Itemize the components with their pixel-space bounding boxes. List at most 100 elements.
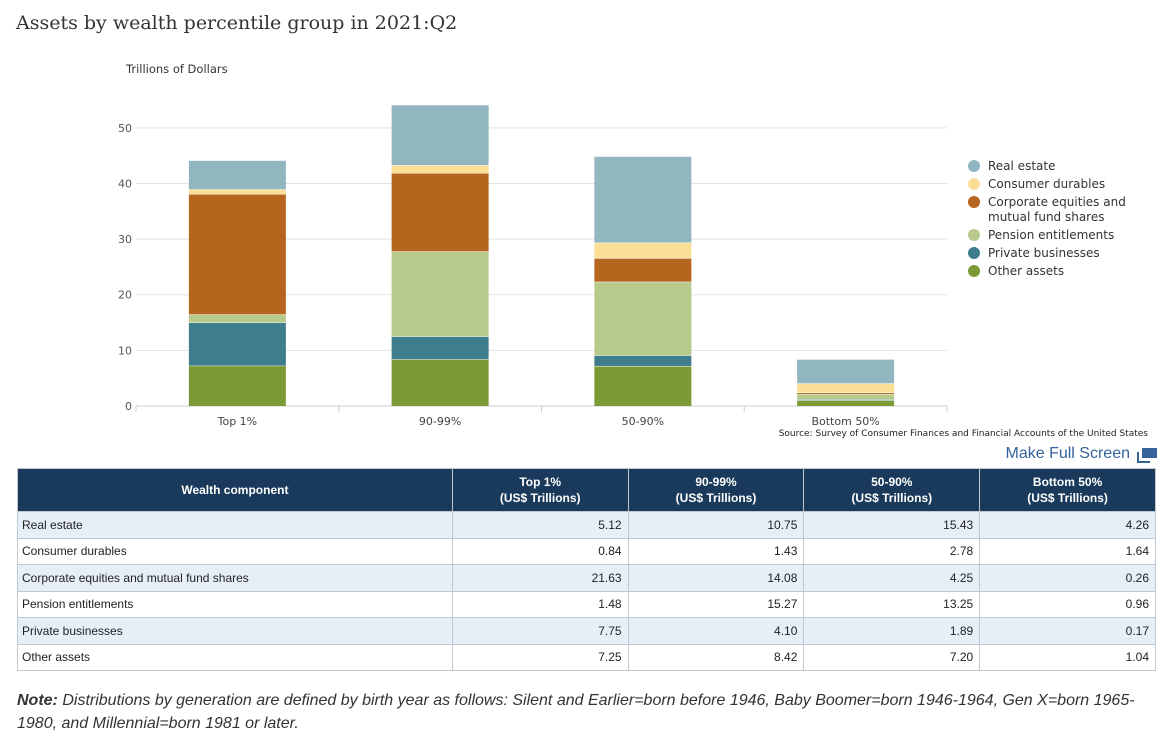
bar-segment <box>594 156 692 243</box>
bar-segment <box>188 314 286 323</box>
bar-segment <box>188 189 286 194</box>
legend-marker <box>968 265 980 277</box>
stacked-bar-chart: Trillions of Dollars 0 10 20 30 40 50 Top 1% 90-… <box>118 62 1126 428</box>
bar-segment <box>797 392 895 394</box>
table-cell: 7.20 <box>803 643 981 671</box>
bar-segment <box>188 322 286 366</box>
bar-segment <box>797 359 895 384</box>
table-header-line2: (US$ Trillions) <box>675 491 757 505</box>
bar-segment <box>594 281 692 356</box>
table-cell: 8.42 <box>627 643 805 671</box>
legend-marker <box>968 178 980 190</box>
bar-segment <box>797 393 895 400</box>
x-tick-label: Top 1% <box>217 415 258 428</box>
table-cell: 1.48 <box>451 590 629 618</box>
y-tick-label: 10 <box>118 344 132 357</box>
table-cell: 13.25 <box>803 590 981 618</box>
table-cell: 7.75 <box>451 617 629 645</box>
bar-segment <box>594 355 692 366</box>
table-cell: 4.10 <box>627 617 805 645</box>
legend-marker <box>968 196 980 208</box>
table-header-line2: (US$ Trillions) <box>499 491 581 505</box>
table-cell: 1.04 <box>979 643 1156 671</box>
table-cell: 0.84 <box>451 537 629 565</box>
chart-source: Source: Survey of Consumer Finances and … <box>778 429 1148 439</box>
table-header-line1: 50-90% <box>871 475 913 489</box>
table-cell: 1.89 <box>803 617 981 645</box>
bar-segment <box>188 160 286 190</box>
table-cell: 15.43 <box>803 511 981 539</box>
table-cell: 4.26 <box>979 511 1156 539</box>
table-row: Corporate equities and mutual fund share… <box>17 564 1156 592</box>
table-cell: 14.08 <box>627 564 805 592</box>
table-cell: 15.27 <box>627 590 805 618</box>
bar-segment <box>391 165 489 174</box>
y-tick-label: 0 <box>125 400 132 413</box>
table-row: Real estate 5.12 10.75 15.43 4.26 <box>17 511 1156 539</box>
note: Note: Distributions by generation are de… <box>17 689 1157 735</box>
bar-segment <box>797 400 895 406</box>
legend-label: Pension entitlements <box>988 228 1114 242</box>
bar-segment <box>391 359 489 406</box>
table-cell: 4.25 <box>803 564 981 592</box>
bar-segment <box>391 173 489 252</box>
table-row-label: Real estate <box>17 511 453 539</box>
table-header-cell: 90-99% (US$ Trillions) <box>627 468 805 512</box>
legend-marker <box>968 229 980 241</box>
table-cell: 21.63 <box>451 564 629 592</box>
legend-label: Corporate equities and mutual fund shares <box>988 195 1126 224</box>
make-full-screen-label: Make Full Screen <box>1005 445 1131 462</box>
legend-marker <box>968 160 980 172</box>
y-tick-label: 30 <box>118 233 132 246</box>
table-cell: 1.64 <box>979 537 1156 565</box>
table-cell: 0.96 <box>979 590 1156 618</box>
x-tick-label: Bottom 50% <box>811 415 879 428</box>
bar-segment <box>391 336 489 360</box>
table-header-line1: 90-99% <box>695 475 737 489</box>
bar-segment <box>594 365 692 406</box>
y-tick-label: 20 <box>118 289 132 302</box>
table-cell: 10.75 <box>627 511 805 539</box>
table-row-label: Pension entitlements <box>17 590 453 618</box>
table-row-label: Other assets <box>17 643 453 671</box>
data-table: Wealth component Top 1% (US$ Trillions) 90-… <box>17 468 1156 671</box>
table-header-line1: Bottom 50% <box>1032 475 1103 489</box>
legend-label: Real estate <box>988 159 1055 173</box>
table-row: Pension entitlements 1.48 15.27 13.25 0.96 <box>17 590 1156 618</box>
bar-segment <box>594 258 692 282</box>
bar-segment <box>594 242 692 259</box>
bar-segment <box>188 365 286 406</box>
y-tick-label: 40 <box>118 177 132 190</box>
legend-label: Other assets <box>988 264 1064 278</box>
table-row-label: Private businesses <box>17 617 453 645</box>
table-cell: 1.43 <box>627 537 805 565</box>
table-row-label: Consumer durables <box>17 537 453 565</box>
note-text: Distributions by generation are defined … <box>17 692 1135 732</box>
legend-label: Consumer durables <box>988 177 1105 191</box>
table-cell: 2.78 <box>803 537 981 565</box>
table-cell: 0.26 <box>979 564 1156 592</box>
make-full-screen-button[interactable]: Make Full Screen <box>1006 445 1157 463</box>
bar-segment <box>188 193 286 315</box>
table-cell: 7.25 <box>451 643 629 671</box>
legend-label: Private businesses <box>988 246 1100 260</box>
table-row: Consumer durables 0.84 1.43 2.78 1.64 <box>17 537 1156 565</box>
bar-segment <box>391 251 489 337</box>
table-row: Private businesses 7.75 4.10 1.89 0.17 <box>17 617 1156 645</box>
table-row: Other assets 7.25 8.42 7.20 1.04 <box>17 643 1156 671</box>
table-header-cell: Top 1% (US$ Trillions) <box>451 468 629 512</box>
table-cell: 0.17 <box>979 617 1156 645</box>
table-row-label: Corporate equities and mutual fund share… <box>17 564 453 592</box>
x-tick-label: 50-90% <box>622 415 664 428</box>
y-tick-label: 50 <box>118 122 132 135</box>
table-header-line2: (US$ Trillions) <box>851 491 933 505</box>
table-header-cell: Bottom 50% (US$ Trillions) <box>979 468 1156 512</box>
bar-segment <box>391 105 489 166</box>
table-header-line1: Wealth component <box>181 483 289 497</box>
table-header-line2: (US$ Trillions) <box>1027 491 1108 505</box>
y-axis-label: Trillions of Dollars <box>125 62 228 76</box>
table-header-row: Wealth component Top 1% (US$ Trillions) 90-… <box>17 468 1156 512</box>
x-tick-label: 90-99% <box>419 415 461 428</box>
table-cell: 5.12 <box>451 511 629 539</box>
table-header-cell: Wealth component <box>17 468 453 512</box>
